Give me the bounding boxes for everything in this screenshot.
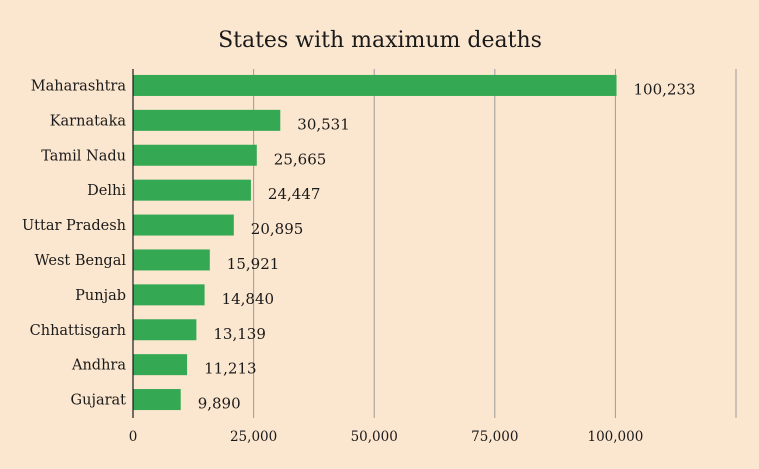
category-label: Tamil Nadu — [41, 148, 126, 164]
x-tick-label: 0 — [129, 429, 138, 445]
x-tick-label: 75,000 — [471, 429, 518, 445]
bar — [133, 144, 257, 166]
category-label: Andhra — [71, 358, 126, 374]
bar — [133, 74, 617, 96]
bar — [133, 109, 281, 131]
category-label: West Bengal — [35, 253, 127, 269]
data-label: 25,665 — [274, 150, 327, 168]
data-label: 9,890 — [198, 395, 241, 413]
data-label: 20,895 — [251, 220, 304, 238]
bar — [133, 354, 188, 376]
labels: 0 25,000 50,000 75,000 100,000 Maharashtra 100… — [22, 78, 696, 445]
data-label: 100,233 — [634, 80, 696, 98]
bar — [133, 319, 197, 341]
data-label: 11,213 — [204, 360, 256, 378]
bar — [133, 179, 251, 201]
bar — [133, 389, 181, 411]
category-label: Maharashtra — [31, 78, 127, 94]
data-label: 13,139 — [213, 325, 266, 343]
category-label: Uttar Pradesh — [22, 218, 126, 234]
x-tick-label: 25,000 — [230, 429, 277, 445]
category-label: Chhattisgarh — [30, 323, 126, 339]
bar — [133, 249, 210, 271]
category-label: Gujarat — [71, 393, 127, 409]
bars — [133, 74, 617, 411]
category-label: Delhi — [87, 183, 126, 199]
data-label: 15,921 — [227, 255, 280, 273]
data-label: 30,531 — [297, 115, 350, 133]
bar — [133, 284, 205, 306]
category-label: Karnataka — [50, 113, 127, 129]
chart-title: States with maximum deaths — [218, 28, 542, 53]
gridlines — [253, 69, 737, 418]
data-label: 14,840 — [222, 290, 275, 308]
bar — [133, 214, 234, 236]
x-tick-label: 100,000 — [587, 429, 643, 445]
data-label: 24,447 — [268, 185, 321, 203]
category-label: Punjab — [75, 288, 126, 304]
x-tick-label: 50,000 — [351, 429, 398, 445]
